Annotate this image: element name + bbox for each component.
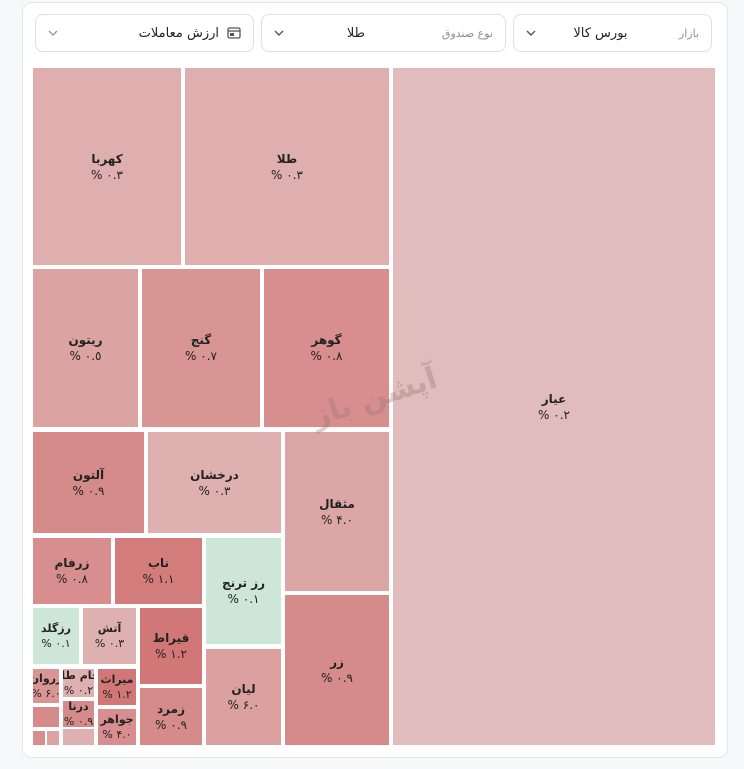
treemap-tile[interactable]: درنا ٠.٩ % bbox=[62, 700, 95, 728]
dropdown-label: بازار bbox=[678, 26, 699, 40]
tile-change: ١.١ % bbox=[142, 572, 175, 586]
tile-change: ٠.٣ % bbox=[198, 483, 231, 498]
tile-name: ریتون bbox=[68, 333, 103, 347]
treemap-tile bbox=[32, 730, 46, 746]
dropdown-value: ارزش معاملات bbox=[138, 25, 219, 41]
treemap-tile[interactable]: جواهر ٠.۴ % bbox=[97, 708, 137, 746]
tile-change: ٠.٨ % bbox=[310, 349, 343, 363]
treemap-tile bbox=[32, 706, 60, 728]
chevron bbox=[526, 30, 536, 36]
treemap-tile[interactable]: لیان ٠.۶ % bbox=[205, 648, 282, 746]
treemap-tile[interactable]: زمرد ٠.٩ % bbox=[139, 687, 203, 746]
dropdown-label: نوع صندوق bbox=[441, 26, 493, 40]
tile-change: ٠.۴ % bbox=[321, 512, 353, 527]
tile-name: میراث bbox=[100, 673, 134, 686]
tile-change: ٠.٩ % bbox=[155, 717, 187, 732]
tile-change: ٠.٩ % bbox=[63, 715, 94, 728]
tile-name: رز ترنج bbox=[221, 576, 266, 590]
tile-name: آلتون bbox=[72, 467, 105, 482]
treemap-tile[interactable]: طلا ٠.٣ % bbox=[184, 67, 390, 266]
dropdown-value: طلا bbox=[346, 25, 365, 41]
tile-change: ٠.٨ % bbox=[56, 572, 88, 586]
treemap-tile[interactable]: رزگلد ٠.١ % bbox=[32, 607, 80, 665]
tile-name: رزگلد bbox=[41, 622, 71, 635]
tile-name: درنا bbox=[68, 700, 89, 713]
treemap-tile bbox=[62, 728, 95, 746]
tile-change: ٠.٢ % bbox=[538, 407, 570, 422]
treemap-tile[interactable]: درخشان ٠.٣ % bbox=[147, 431, 282, 534]
tile-change: ٠.٣ % bbox=[271, 167, 303, 182]
tile-change: ٠.١ % bbox=[41, 637, 71, 650]
treemap-tile[interactable]: مثقال ٠.۴ % bbox=[284, 431, 390, 592]
market-dropdown[interactable]: بازار بورس کالا bbox=[513, 14, 712, 52]
tile-name: زر bbox=[330, 655, 344, 669]
treemap-tile[interactable]: آتش ٠.٣ % bbox=[82, 607, 137, 665]
treemap-tile[interactable]: گنج ٠.٧ % bbox=[141, 268, 261, 428]
metric-icon bbox=[227, 27, 241, 39]
treemap-tile[interactable]: آلتون ٠.٩ % bbox=[32, 431, 145, 534]
tile-name: لیان bbox=[231, 682, 256, 696]
tile-name: آتش bbox=[97, 622, 122, 635]
treemap-tile[interactable]: قیراط ١.٢ % bbox=[139, 607, 203, 685]
treemap-tile[interactable]: کهربا ٠.٣ % bbox=[32, 67, 182, 266]
tile-name: درخشان bbox=[190, 467, 239, 482]
treemap-tile[interactable]: ریتون ٠.٥ % bbox=[32, 268, 139, 428]
fund-type-dropdown[interactable]: نوع صندوق طلا bbox=[261, 14, 506, 52]
treemap-tile[interactable]: گوهر ٠.٨ % bbox=[263, 268, 390, 428]
tile-name: مثقال bbox=[319, 496, 355, 511]
tile-change: ٠.٣ % bbox=[94, 637, 125, 650]
tile-name: کهربا bbox=[91, 151, 123, 166]
tile-change: ٠.٥ % bbox=[69, 349, 102, 363]
tile-change: ١.٢ % bbox=[155, 647, 187, 661]
tile-name: ناب bbox=[147, 556, 170, 570]
treemap-tile[interactable]: زروان ٠.۶ % bbox=[32, 668, 60, 704]
dropdown-value: بورس کالا bbox=[573, 25, 628, 41]
chevron bbox=[48, 30, 58, 36]
tile-name: جواهر bbox=[100, 713, 134, 726]
treemap-tile[interactable]: ناب ١.١ % bbox=[114, 537, 203, 605]
tile-name: زمرد bbox=[157, 701, 185, 716]
treemap-tile[interactable]: عیار ٠.٢ % bbox=[392, 67, 716, 746]
tile-change: ٠.٧ % bbox=[185, 349, 217, 363]
tile-change: ٠.۴ % bbox=[102, 728, 132, 741]
tile-change: ٠.٩ % bbox=[72, 483, 105, 498]
tile-name: قیراط bbox=[152, 631, 190, 645]
tile-name: گوهر bbox=[311, 333, 342, 347]
tile-name: طلا bbox=[276, 151, 298, 166]
tile-change: ٠.٢ % bbox=[63, 684, 94, 697]
tile-change: ٠.٩ % bbox=[321, 671, 353, 685]
tile-change: ٠.٣ % bbox=[91, 167, 123, 182]
treemap-tile[interactable]: جام طلا ٠.٢ % bbox=[62, 668, 95, 698]
treemap-tile bbox=[46, 730, 60, 746]
tile-change: ١.٢ % bbox=[102, 688, 132, 701]
tile-change: ٠.۶ % bbox=[32, 687, 59, 700]
tile-change: ٠.١ % bbox=[227, 592, 260, 606]
tile-name: گنج bbox=[190, 333, 212, 347]
tile-change: ٠.۶ % bbox=[227, 698, 260, 712]
treemap-tile[interactable]: میراث ١.٢ % bbox=[97, 668, 137, 706]
tile-name: زروان bbox=[33, 672, 59, 685]
treemap-tile[interactable]: زرفام ٠.٨ % bbox=[32, 537, 112, 605]
treemap-tile[interactable]: زر ٠.٩ % bbox=[284, 594, 390, 746]
treemap-tile[interactable]: رز ترنج ٠.١ % bbox=[205, 537, 282, 645]
tile-name: زرفام bbox=[54, 556, 90, 570]
chevron bbox=[274, 30, 284, 36]
tile-name: جام طلا bbox=[63, 669, 94, 682]
metric-dropdown[interactable]: ارزش معاملات bbox=[35, 14, 254, 52]
tile-name: عیار bbox=[541, 391, 567, 406]
